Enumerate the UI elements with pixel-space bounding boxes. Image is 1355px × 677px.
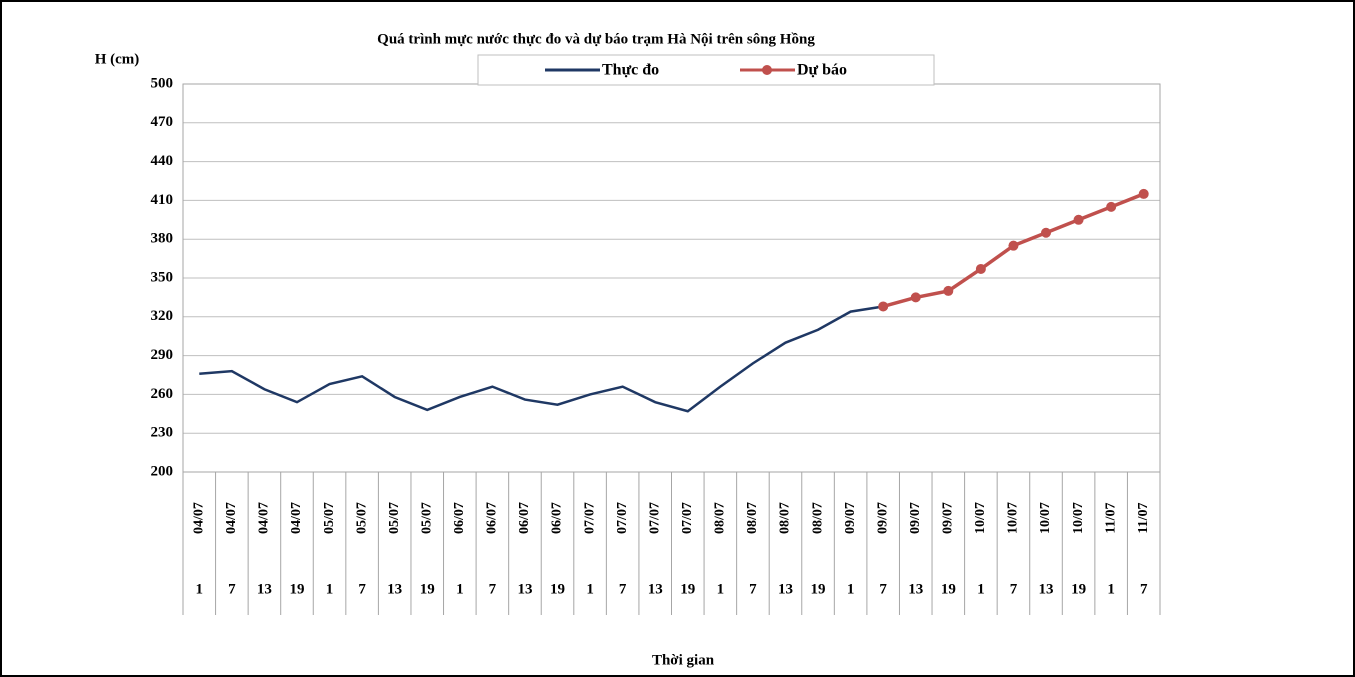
x-tick-sublabel: 7 [1140,581,1148,597]
x-tick-label: 04/07 [192,502,207,534]
y-tick-label: 230 [151,425,174,441]
x-tick-sublabel: 7 [489,581,497,597]
x-tick-sublabel: 19 [550,581,565,597]
x-tick-label: 05/07 [387,502,402,534]
y-tick-label: 470 [151,114,174,130]
legend-label: Thực đo [602,62,659,79]
x-tick-label: 11/07 [1103,502,1118,533]
x-tick-label: 08/07 [810,502,825,534]
x-tick-label: 11/07 [1136,502,1151,533]
x-tick-label: 07/07 [647,502,662,534]
x-tick-label: 06/07 [452,502,467,534]
x-tick-sublabel: 13 [778,581,793,597]
data-point [1138,188,1149,199]
x-tick-sublabel: 7 [879,581,887,597]
x-tick-label: 07/07 [680,502,695,534]
data-point [910,292,921,303]
y-tick-label: 200 [151,463,174,479]
y-tick-label: 440 [151,153,174,169]
data-point [975,263,986,274]
x-tick-sublabel: 1 [456,581,464,597]
x-tick-sublabel: 1 [1107,581,1115,597]
data-point [1106,201,1117,212]
x-tick-sublabel: 19 [811,581,826,597]
x-tick-sublabel: 13 [517,581,532,597]
x-tick-sublabel: 7 [1010,581,1018,597]
x-tick-label: 04/07 [224,502,239,534]
x-tick-label: 10/07 [1071,502,1086,534]
x-tick-label: 09/07 [843,502,858,534]
x-tick-sublabel: 13 [908,581,923,597]
legend-label: Dự báo [797,62,847,79]
x-tick-label: 10/07 [1006,502,1021,534]
x-tick-label: 07/07 [615,502,630,534]
x-tick-sublabel: 1 [977,581,985,597]
x-tick-sublabel: 7 [619,581,627,597]
y-tick-label: 320 [151,308,174,324]
x-tick-label: 08/07 [778,502,793,534]
x-tick-sublabel: 1 [196,581,204,597]
x-tick-label: 04/07 [289,502,304,534]
x-tick-sublabel: 19 [1071,581,1086,597]
x-tick-label: 05/07 [354,502,369,534]
x-tick-sublabel: 19 [420,581,435,597]
x-tick-sublabel: 7 [358,581,366,597]
x-tick-label: 06/07 [550,502,565,534]
x-tick-sublabel: 13 [648,581,663,597]
x-tick-label: 09/07 [941,502,956,534]
x-tick-label: 09/07 [875,502,890,534]
y-tick-label: 290 [151,347,174,363]
y-tick-label: 260 [151,386,174,402]
x-tick-sublabel: 19 [941,581,956,597]
x-tick-sublabel: 13 [387,581,402,597]
data-point [1008,240,1019,251]
y-tick-label: 500 [151,75,174,91]
y-axis-label: H (cm) [95,51,140,67]
x-tick-label: 06/07 [517,502,532,534]
x-tick-label: 08/07 [745,502,760,534]
series-line [199,305,884,413]
y-tick-label: 380 [151,231,174,247]
x-tick-label: 10/07 [1038,502,1053,534]
x-tick-label: 05/07 [322,502,337,534]
x-tick-label: 09/07 [908,502,923,534]
x-axis-label: Thời gian [652,652,715,668]
x-tick-sublabel: 1 [717,581,725,597]
data-point [1041,227,1052,238]
chart-title: Quá trình mực nước thực đo và dự báo trạ… [377,31,815,47]
x-tick-label: 06/07 [485,502,500,534]
x-tick-label: 05/07 [419,502,434,534]
x-tick-sublabel: 13 [1039,581,1054,597]
x-tick-label: 08/07 [713,502,728,534]
x-tick-label: 10/07 [973,502,988,534]
x-tick-sublabel: 1 [586,581,594,597]
x-tick-sublabel: 19 [680,581,695,597]
x-tick-sublabel: 7 [749,581,757,597]
x-tick-sublabel: 7 [228,581,236,597]
y-tick-label: 410 [151,192,174,208]
data-point [1073,214,1084,225]
x-tick-sublabel: 19 [289,581,304,597]
data-point [943,285,954,296]
data-point [878,301,889,312]
x-tick-sublabel: 1 [326,581,334,597]
x-tick-sublabel: 1 [847,581,855,597]
x-tick-label: 04/07 [257,502,272,534]
y-tick-label: 350 [151,269,174,285]
legend-marker [762,65,772,75]
x-tick-sublabel: 13 [257,581,272,597]
x-tick-label: 07/07 [582,502,597,534]
